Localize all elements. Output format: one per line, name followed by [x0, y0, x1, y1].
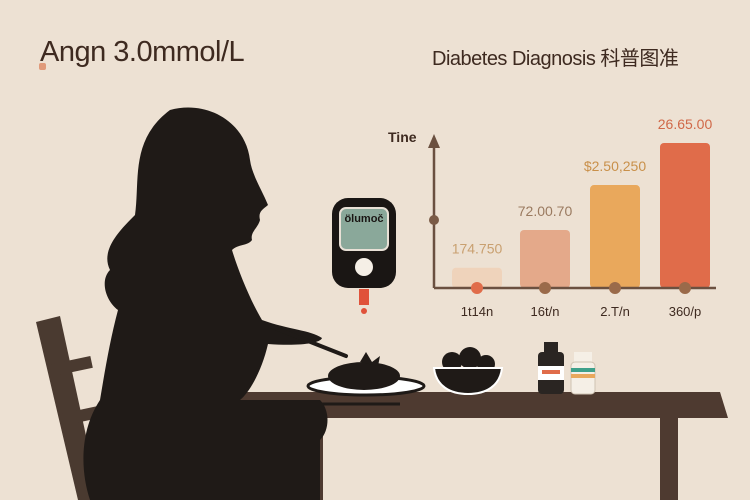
medicine-bottle-light — [570, 352, 596, 395]
bowl — [432, 347, 504, 396]
meter-button — [355, 258, 373, 276]
glucose-meter: ölumoč — [332, 198, 396, 314]
x-tick-label: 2.T/n — [600, 304, 630, 319]
page-subtitle: Diabetes Diagnosis 科普图准 — [432, 48, 679, 70]
x-tick-label: 1t14n — [461, 304, 494, 319]
bar-4 — [660, 143, 710, 288]
woman-silhouette — [83, 107, 328, 500]
y-axis-arrow-icon — [428, 134, 440, 148]
title-accent-mark — [39, 63, 46, 70]
data-label: $2.50,250 — [584, 158, 646, 174]
blood-drop-icon — [361, 308, 367, 314]
x-tick-label: 16t/n — [531, 304, 560, 319]
page-title: Angn 3.0mmol/L — [40, 36, 245, 68]
bar-chart: Tine 174.750 1t14n 72.00.70 16t/n $2.50,250 2… — [388, 116, 716, 319]
meter-screen — [339, 207, 389, 251]
y-axis-marker — [429, 215, 439, 225]
data-label: 26.65.00 — [658, 116, 713, 132]
x-axis-marker — [679, 282, 691, 294]
x-axis-marker — [609, 282, 621, 294]
test-strip — [359, 289, 369, 305]
data-label: 174.750 — [452, 241, 503, 257]
x-tick-label: 360/p — [669, 304, 702, 319]
bar-1 — [452, 267, 502, 288]
data-label: 72.00.70 — [518, 203, 573, 219]
x-axis-marker — [471, 282, 483, 294]
y-axis-label: Tine — [388, 129, 417, 145]
bar-3 — [590, 185, 640, 288]
fork — [268, 324, 348, 358]
medicine-bottle-dark — [538, 342, 564, 394]
bar-2 — [520, 230, 570, 288]
meter-screen-text: ölumoč — [344, 213, 383, 225]
plate-with-food — [306, 352, 426, 406]
x-axis-marker — [539, 282, 551, 294]
